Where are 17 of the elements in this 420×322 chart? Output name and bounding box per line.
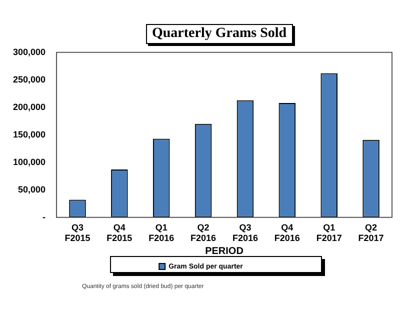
y-tick-label: 100,000 xyxy=(12,156,46,167)
x-tick-label: Q1 F2017 xyxy=(316,222,342,244)
y-tick-label: 250,000 xyxy=(12,74,46,84)
y-tick-label: 50,000 xyxy=(18,184,46,194)
x-tick-label: Q3 F2015 xyxy=(64,222,90,244)
x-tick-label: Q1 F2016 xyxy=(148,222,174,244)
x-tick-label: Q4 F2016 xyxy=(274,222,300,244)
x-tick-label: Q2 F2017 xyxy=(358,222,384,244)
x-tick-label: Q4 F2015 xyxy=(106,222,132,244)
x-tick-label: Q3 F2016 xyxy=(232,222,258,244)
y-tick-label: 200,000 xyxy=(12,102,46,112)
y-tick-label: 150,000 xyxy=(12,129,46,140)
chart-title: Quarterly Grams Sold xyxy=(146,24,293,44)
x-axis-title: PERIOD xyxy=(205,246,244,257)
y-tick-label: - xyxy=(42,212,46,222)
x-tick-label: Q2 F2016 xyxy=(190,222,216,244)
y-tick-label: 300,000 xyxy=(12,46,46,57)
